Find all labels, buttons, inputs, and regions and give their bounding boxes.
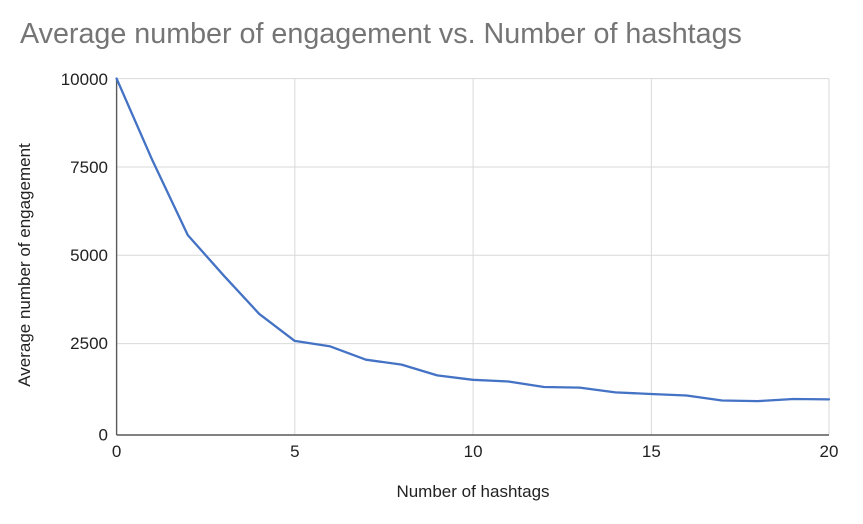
svg-text:2500: 2500: [70, 334, 108, 353]
svg-text:20: 20: [820, 442, 839, 461]
svg-text:10: 10: [464, 442, 483, 461]
svg-text:5: 5: [290, 442, 299, 461]
svg-text:0: 0: [112, 442, 121, 461]
svg-text:7500: 7500: [70, 158, 108, 177]
svg-text:0: 0: [99, 426, 108, 445]
svg-text:5000: 5000: [70, 246, 108, 265]
svg-text:10000: 10000: [61, 70, 108, 89]
svg-text:15: 15: [642, 442, 661, 461]
